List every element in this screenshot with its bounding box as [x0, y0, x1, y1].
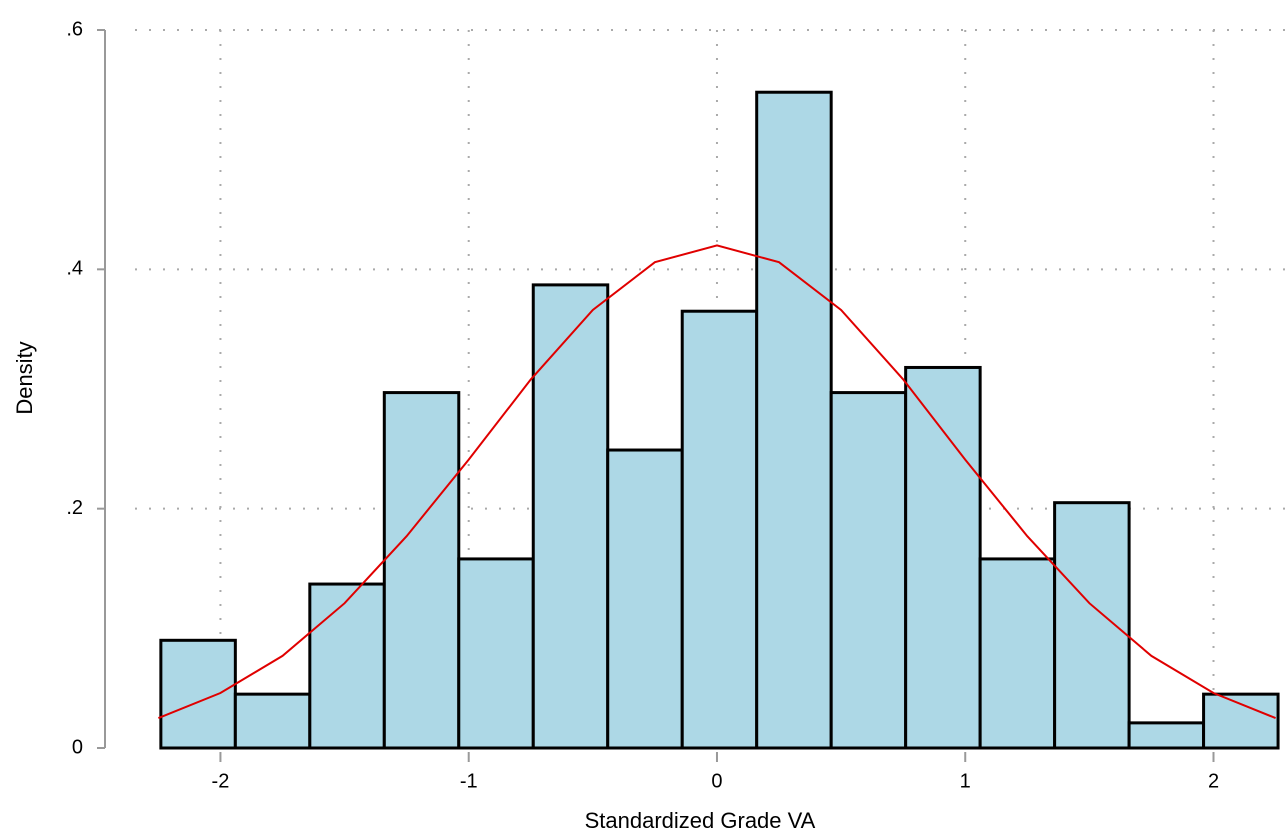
y-axis-title: Density: [12, 341, 37, 414]
y-tick-label: .2: [66, 497, 83, 519]
bar: [531, 283, 610, 750]
bar: [233, 692, 312, 750]
bar: [829, 391, 908, 750]
x-axis-title: Standardized Grade VA: [585, 808, 816, 833]
bar: [382, 391, 461, 750]
x-tick-label: 0: [711, 770, 722, 792]
x-tick-label: -1: [460, 770, 478, 792]
bar: [904, 365, 982, 750]
bar: [308, 582, 386, 750]
bar: [680, 309, 759, 750]
bar: [978, 557, 1057, 750]
y-tick-label: .4: [66, 258, 83, 280]
y-tick-label: 0: [72, 736, 83, 758]
x-tick-label: 2: [1208, 770, 1219, 792]
bar: [755, 90, 833, 750]
bar: [457, 557, 535, 750]
bar: [1053, 501, 1131, 750]
bar: [606, 448, 684, 750]
x-tick-label: -2: [212, 770, 230, 792]
bar: [1127, 721, 1206, 750]
bar: [1202, 692, 1280, 750]
y-tick-label: .6: [66, 18, 83, 40]
x-tick-label: 1: [960, 770, 971, 792]
bar: [159, 638, 237, 750]
density-curve: [158, 244, 1276, 720]
